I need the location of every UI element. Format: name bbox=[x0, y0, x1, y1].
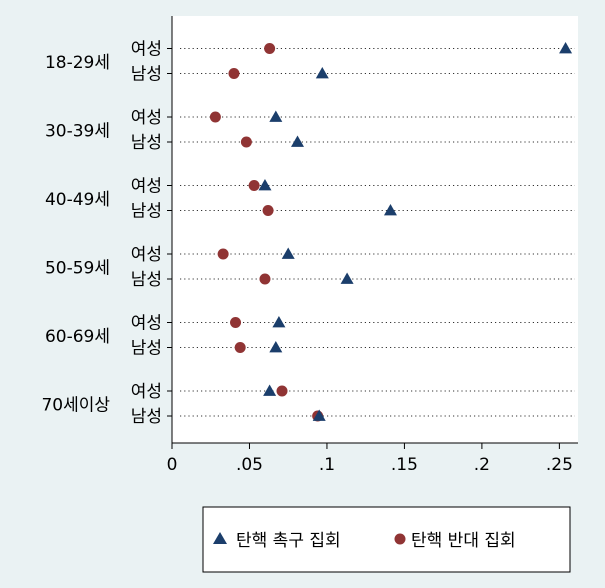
point-triangle bbox=[383, 204, 397, 216]
point-triangle bbox=[291, 135, 305, 147]
legend-label: 탄핵 촉구 집회 bbox=[236, 531, 341, 551]
group-label: 18-29세 bbox=[45, 53, 110, 73]
row-label: 여성 bbox=[131, 40, 162, 60]
point-circle bbox=[262, 205, 274, 216]
legend-box bbox=[202, 506, 571, 573]
legend-triangle-marker bbox=[213, 532, 227, 544]
x-tick-label: .25 bbox=[546, 455, 573, 475]
row-label: 여성 bbox=[131, 108, 162, 128]
point-circle bbox=[259, 273, 271, 285]
plot-area bbox=[172, 16, 578, 443]
point-circle bbox=[240, 136, 252, 148]
x-tick-label: 0 bbox=[167, 455, 178, 475]
point-circle bbox=[228, 68, 240, 79]
x-tick-label: .15 bbox=[391, 455, 418, 475]
row-label: 남성 bbox=[131, 133, 162, 153]
row-label: 여성 bbox=[131, 177, 162, 197]
point-triangle bbox=[272, 316, 286, 328]
group-label: 70세이상 bbox=[41, 396, 110, 416]
point-circle bbox=[217, 248, 229, 260]
point-triangle bbox=[269, 110, 283, 122]
point-circle bbox=[248, 180, 260, 191]
group-label: 60-69세 bbox=[45, 327, 110, 347]
point-circle bbox=[234, 342, 246, 353]
point-circle bbox=[276, 385, 288, 397]
row-label: 여성 bbox=[131, 382, 162, 402]
row-label: 남성 bbox=[131, 407, 162, 427]
row-label: 남성 bbox=[131, 270, 162, 290]
group-label: 40-49세 bbox=[45, 190, 110, 210]
x-tick-label: .1 bbox=[319, 455, 335, 475]
group-label: 50-59세 bbox=[45, 259, 110, 279]
legend-label: 탄핵 반대 집회 bbox=[411, 531, 516, 551]
row-label: 남성 bbox=[131, 339, 162, 359]
row-label: 남성 bbox=[131, 65, 162, 85]
row-label: 여성 bbox=[131, 245, 162, 265]
point-circle bbox=[264, 43, 276, 54]
group-label: 30-39세 bbox=[45, 122, 110, 142]
point-triangle bbox=[559, 42, 573, 54]
x-tick-label: .05 bbox=[236, 455, 263, 475]
x-tick-label: .2 bbox=[474, 455, 490, 475]
point-triangle bbox=[263, 384, 277, 396]
point-triangle bbox=[312, 409, 326, 421]
point-triangle bbox=[281, 247, 295, 259]
row-label: 남성 bbox=[131, 202, 162, 222]
point-triangle bbox=[258, 179, 272, 191]
row-label: 여성 bbox=[131, 314, 162, 334]
point-circle bbox=[230, 317, 242, 328]
point-triangle bbox=[315, 67, 329, 79]
point-circle bbox=[209, 111, 221, 123]
point-triangle bbox=[340, 272, 354, 284]
point-triangle bbox=[269, 341, 283, 353]
legend-circle-marker bbox=[394, 533, 406, 545]
